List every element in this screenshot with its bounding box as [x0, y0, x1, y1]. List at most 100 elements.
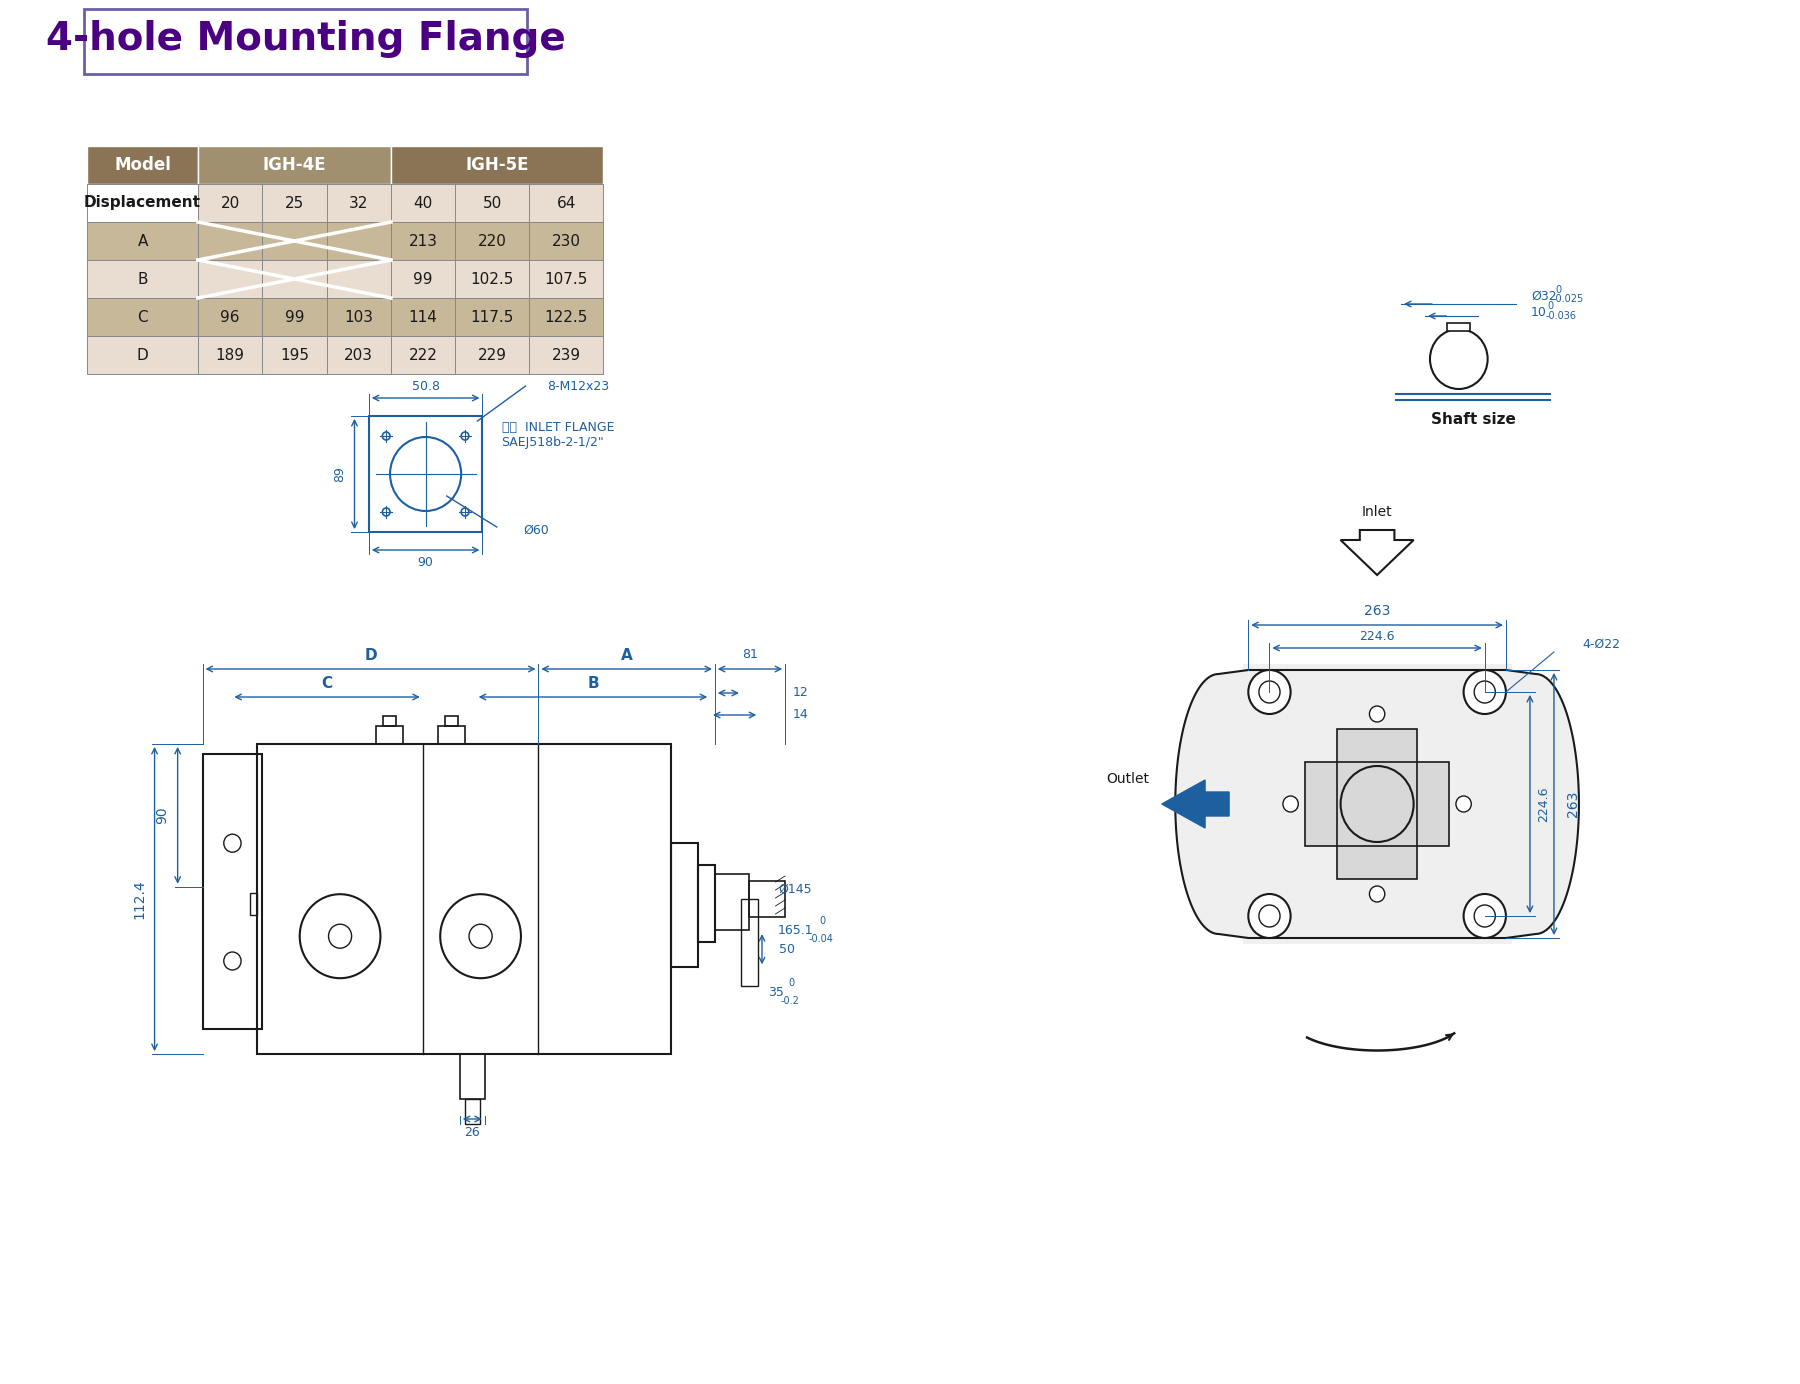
Text: 263: 263 [1566, 790, 1580, 817]
Bar [529, 260, 603, 298]
Bar [263, 336, 326, 374]
Text: 263: 263 [1364, 603, 1390, 619]
Text: 入口  INLET FLANGE
SAEJ518b-2-1/2": 入口 INLET FLANGE SAEJ518b-2-1/2" [502, 421, 614, 448]
Bar [326, 298, 391, 336]
Bar [326, 221, 391, 260]
Bar [85, 10, 527, 73]
Circle shape [1341, 765, 1413, 841]
Text: 26: 26 [464, 1125, 481, 1139]
Text: Ø60: Ø60 [524, 523, 549, 537]
Text: Ø32: Ø32 [1530, 289, 1557, 303]
Bar [455, 298, 529, 336]
Bar [391, 260, 455, 298]
Bar [86, 184, 198, 221]
Bar [198, 298, 263, 336]
Text: 0: 0 [1548, 300, 1553, 311]
Text: 99: 99 [414, 271, 434, 286]
Text: 64: 64 [556, 195, 576, 210]
Text: 0: 0 [1555, 285, 1561, 295]
Bar [391, 298, 455, 336]
Bar [698, 865, 715, 943]
Bar [326, 260, 391, 298]
Bar [455, 336, 529, 374]
Bar [529, 336, 603, 374]
Polygon shape [1175, 670, 1579, 938]
Text: A: A [621, 648, 632, 663]
Bar [86, 260, 198, 298]
Circle shape [1258, 905, 1280, 927]
Text: 189: 189 [216, 347, 245, 363]
Circle shape [1463, 894, 1507, 938]
Text: 114: 114 [409, 310, 437, 324]
Text: 224.6: 224.6 [1537, 786, 1550, 822]
Bar [391, 184, 455, 221]
Circle shape [1370, 886, 1384, 902]
Text: 99: 99 [284, 310, 304, 324]
Bar [86, 221, 198, 260]
Bar [326, 336, 391, 374]
Text: 90: 90 [155, 807, 169, 823]
Text: 81: 81 [742, 649, 758, 662]
Text: 0: 0 [819, 916, 826, 926]
Text: 103: 103 [344, 310, 373, 324]
Bar [1242, 664, 1512, 944]
Text: D: D [364, 648, 376, 663]
Bar [529, 298, 603, 336]
Bar [203, 754, 263, 1028]
Bar [263, 298, 326, 336]
Bar [455, 260, 529, 298]
Circle shape [1456, 796, 1471, 812]
Circle shape [1258, 681, 1280, 703]
Circle shape [1474, 905, 1496, 927]
Text: 220: 220 [479, 234, 508, 249]
Text: IGH-4E: IGH-4E [263, 156, 326, 174]
Bar [437, 727, 464, 745]
Text: 10: 10 [1530, 306, 1546, 318]
Text: Outlet: Outlet [1107, 772, 1150, 786]
Text: 222: 222 [409, 347, 437, 363]
Bar [198, 336, 263, 374]
Text: 14: 14 [792, 709, 808, 721]
Text: D: D [137, 347, 148, 363]
Text: 117.5: 117.5 [472, 310, 515, 324]
Bar [455, 221, 529, 260]
Text: A: A [137, 234, 148, 249]
Text: 122.5: 122.5 [545, 310, 589, 324]
Text: 107.5: 107.5 [545, 271, 589, 286]
Text: 89: 89 [333, 466, 347, 482]
Text: Ø145: Ø145 [779, 883, 812, 897]
Bar [529, 221, 603, 260]
Text: 32: 32 [349, 195, 369, 210]
Circle shape [1249, 894, 1291, 938]
Text: 203: 203 [344, 347, 373, 363]
Text: 25: 25 [284, 195, 304, 210]
Bar [198, 221, 263, 260]
Circle shape [1474, 681, 1496, 703]
Text: 40: 40 [414, 195, 432, 210]
Text: 96: 96 [220, 310, 239, 324]
Text: Inlet: Inlet [1363, 505, 1393, 519]
Text: 50.8: 50.8 [412, 379, 439, 393]
Text: Model: Model [113, 156, 171, 174]
Text: 102.5: 102.5 [472, 271, 515, 286]
Circle shape [1341, 765, 1413, 841]
Bar [459, 1055, 484, 1099]
Bar [263, 260, 326, 298]
Text: 8-M12x23: 8-M12x23 [547, 379, 610, 393]
Text: 35: 35 [769, 985, 785, 998]
Text: 0: 0 [788, 977, 796, 988]
Text: Displacement: Displacement [85, 195, 202, 210]
Bar [86, 145, 198, 184]
Bar [198, 184, 263, 221]
Text: B: B [137, 271, 148, 286]
Bar [455, 184, 529, 221]
Bar [257, 745, 671, 1055]
Text: 50: 50 [779, 943, 796, 956]
Text: C: C [322, 675, 333, 691]
Bar [250, 893, 257, 915]
Bar [671, 843, 698, 967]
Bar [715, 875, 749, 930]
Bar [198, 260, 263, 298]
Bar [86, 298, 198, 336]
Text: -0.04: -0.04 [808, 934, 833, 944]
